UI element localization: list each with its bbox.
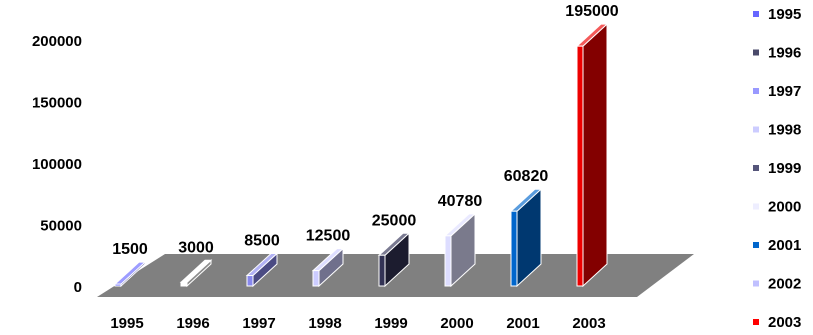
y-tick-label: 50000	[40, 218, 82, 235]
legend-swatch	[753, 11, 759, 17]
bar	[443, 212, 477, 288]
bar-front	[114, 283, 122, 287]
value-labels: 1500 3000 8500 12500 25000 40780 60820 195000	[112, 3, 619, 258]
legend-label: 2002	[768, 276, 801, 293]
bar	[245, 252, 279, 288]
bar	[179, 259, 213, 288]
legend-swatch	[753, 242, 759, 248]
legend-swatch	[753, 319, 759, 325]
legend-item: 1999	[753, 160, 801, 177]
legend-swatch	[753, 165, 759, 171]
bar	[113, 261, 147, 288]
legend-swatch	[753, 280, 759, 287]
legend-swatch	[753, 88, 759, 94]
y-tick-label: 200000	[32, 33, 82, 50]
x-axis: 1995 1996 1997 1998 1999 2000 2001 2003	[110, 315, 605, 332]
legend-label: 1996	[768, 45, 801, 62]
bar	[509, 188, 543, 288]
y-tick-label: 100000	[32, 156, 82, 173]
legend-item: 2001	[753, 237, 801, 254]
legend-item: 1995	[753, 6, 801, 23]
x-tick-label: 1996	[176, 315, 209, 332]
x-tick-label: 1998	[308, 315, 341, 332]
y-tick-label: 0	[74, 279, 82, 296]
x-tick-label: 2003	[572, 315, 605, 332]
bar-front	[444, 235, 452, 287]
bar	[311, 247, 345, 288]
legend: 1995 1996 1997 1998 1999 2000 2001 2002 2003	[753, 6, 801, 331]
legend-item: 1998	[753, 122, 801, 139]
legend-item: 2000	[753, 199, 801, 216]
x-tick-label: 1997	[242, 315, 275, 332]
y-axis: 0 50000 100000 150000 200000	[32, 33, 82, 296]
legend-label: 2001	[768, 237, 801, 254]
data-label: 40780	[438, 193, 483, 210]
data-label: 12500	[306, 228, 351, 245]
bar-front	[312, 270, 320, 287]
legend-label: 1998	[768, 122, 801, 139]
legend-swatch	[753, 126, 759, 133]
bar	[575, 23, 609, 288]
bar-front	[378, 254, 386, 287]
legend-label: 2000	[768, 199, 801, 216]
bar-front	[246, 275, 254, 287]
legend-item: 2002	[753, 276, 801, 293]
x-tick-label: 1995	[110, 315, 143, 332]
x-tick-label: 2000	[440, 315, 473, 332]
data-label: 8500	[244, 233, 280, 250]
x-tick-label: 1999	[374, 315, 407, 332]
data-label: 60820	[504, 168, 549, 185]
x-tick-label: 2001	[506, 315, 539, 332]
legend-label: 2003	[768, 314, 801, 331]
data-label: 195000	[565, 3, 618, 20]
legend-swatch	[753, 49, 759, 56]
legend-item: 1997	[753, 83, 801, 100]
data-label: 3000	[178, 239, 214, 256]
legend-item: 2003	[753, 314, 801, 331]
bar-front	[180, 281, 188, 287]
bars-layer	[113, 23, 609, 288]
y-tick-label: 150000	[32, 95, 82, 112]
data-label: 25000	[372, 212, 417, 229]
legend-item: 1996	[753, 45, 801, 62]
legend-label: 1995	[768, 6, 801, 23]
bar-side	[582, 23, 608, 288]
bar	[377, 232, 411, 288]
bar-front	[510, 210, 518, 287]
bar-front	[576, 45, 584, 287]
legend-label: 1997	[768, 83, 801, 100]
legend-swatch	[753, 203, 759, 210]
data-label: 1500	[112, 241, 148, 258]
legend-label: 1999	[768, 160, 801, 177]
